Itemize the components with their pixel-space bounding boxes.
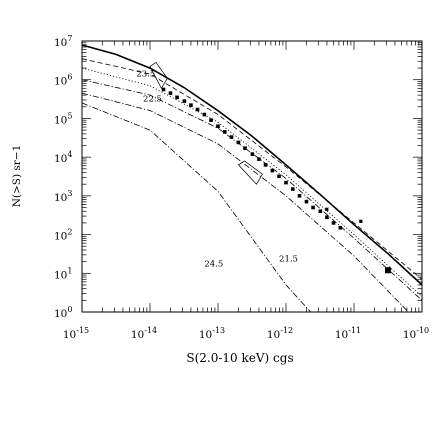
series-line-1 (81, 44, 423, 286)
plot-frame (81, 40, 423, 313)
data-point (223, 130, 227, 134)
series-line-2 (81, 58, 423, 280)
upper-point (325, 207, 329, 211)
data-point (243, 146, 247, 151)
series-line-3 (81, 67, 423, 297)
y-axis-label: N(>S) sr−1 (11, 145, 23, 208)
data-point (318, 209, 323, 214)
error-box (237, 160, 263, 185)
x-tick-label: 10-12 (267, 326, 293, 341)
y-tick-label: 102 (54, 228, 72, 243)
data-point (161, 87, 166, 92)
x-tick-label: 10-11 (335, 326, 361, 341)
data-point (236, 140, 241, 145)
y-tick-label: 101 (54, 266, 72, 281)
error-boxes (149, 61, 263, 185)
data-point (338, 225, 343, 230)
data-point (291, 187, 295, 191)
data-point (284, 180, 288, 185)
y-tick-label: 104 (54, 150, 72, 165)
x-tick-label: 10-10 (403, 326, 429, 341)
data-point (257, 157, 261, 161)
y-tick-label: 103 (54, 189, 72, 204)
annotations: 23.5 22.5 24.5 21.5 (136, 70, 298, 270)
curve-annotation: 22.5 (143, 95, 162, 105)
x-tick-label: 10-13 (199, 326, 225, 341)
x-tick-label: 10-15 (63, 326, 89, 341)
data-point (270, 168, 275, 173)
curve-annotation: 21.5 (279, 255, 298, 265)
curve-annotation: 24.5 (204, 259, 223, 269)
axis-ticks (81, 41, 422, 313)
series-lines (81, 44, 423, 313)
axis-tick-labels: 10-15 10-14 10-13 10-12 10-11 10-10 100 101 102 1… (54, 34, 429, 341)
data-points (161, 87, 391, 274)
data-point (311, 205, 315, 210)
series-line-6 (81, 102, 311, 313)
data-point (263, 163, 268, 167)
data-point (216, 124, 220, 128)
data-point (331, 221, 336, 225)
series-line-5 (81, 92, 409, 313)
upper-point (359, 219, 363, 223)
curve-annotation: 23.5 (136, 70, 155, 80)
data-point (304, 199, 309, 204)
x-tick-label: 10-14 (131, 326, 157, 341)
data-point (189, 103, 193, 107)
data-point (195, 107, 200, 112)
y-tick-label: 106 (54, 73, 72, 88)
data-point (250, 152, 255, 156)
y-tick-label: 100 (54, 305, 72, 320)
data-point (175, 95, 179, 100)
highlight-point (384, 267, 391, 274)
y-tick-label: 105 (54, 111, 72, 126)
series-line-4 (81, 79, 423, 301)
data-point (297, 194, 302, 198)
data-point (325, 215, 329, 220)
data-point (182, 99, 187, 103)
data-point (229, 135, 234, 139)
data-point (202, 112, 207, 117)
x-axis-label: S(2.0-10 keV) cgs (186, 351, 293, 365)
data-point (168, 91, 173, 95)
data-point (209, 118, 213, 123)
y-tick-label: 107 (54, 34, 72, 49)
data-point (277, 174, 281, 179)
